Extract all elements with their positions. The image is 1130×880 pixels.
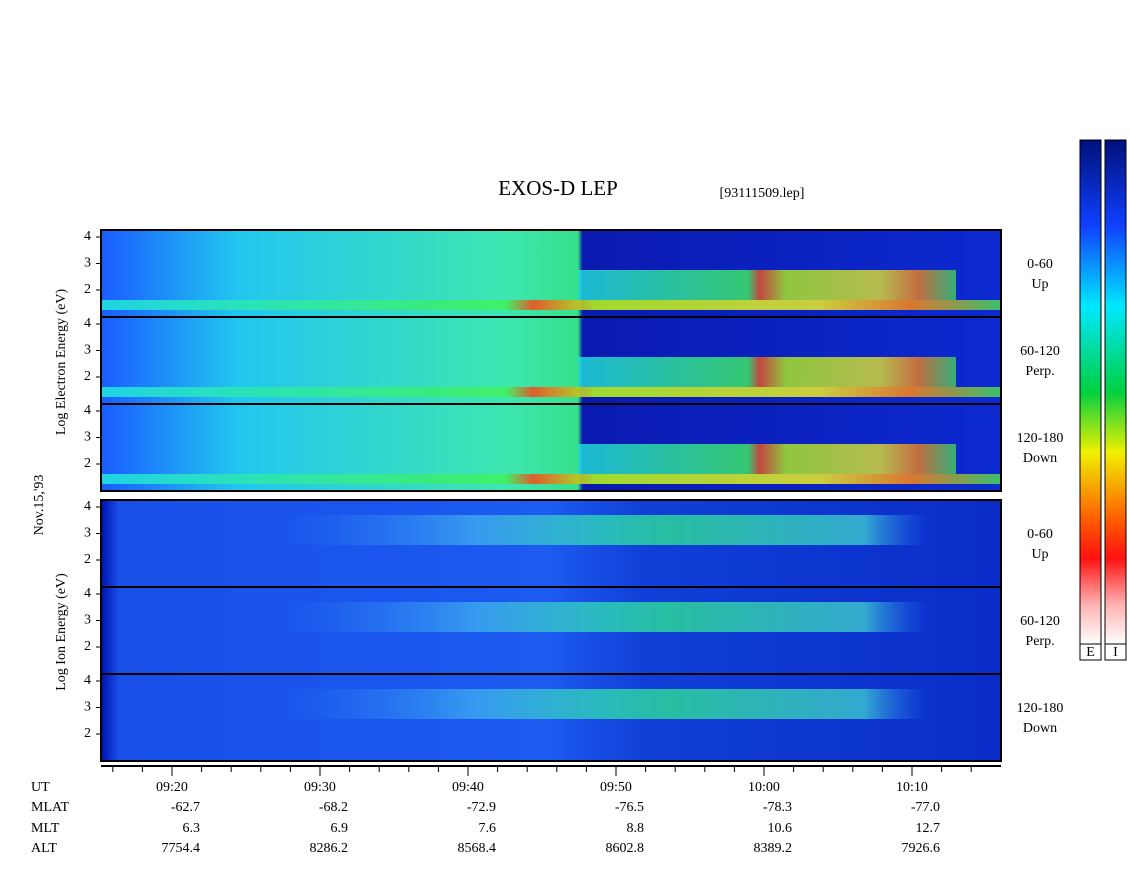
- orbit-value: 6.9: [331, 821, 349, 836]
- colorbar: [1079, 139, 1102, 645]
- y-tick-label: 3: [84, 430, 91, 445]
- y-tick-label: 4: [84, 316, 91, 331]
- y-tick-label: 3: [84, 256, 91, 271]
- orbit-value: 8602.8: [606, 841, 645, 856]
- direction-label: Down: [1023, 451, 1057, 466]
- spectrogram-band: [281, 515, 929, 545]
- pitch-label: 120-180: [1017, 431, 1064, 446]
- pitch-label: 60-120: [1020, 614, 1060, 629]
- colorbar: [1104, 139, 1127, 645]
- direction-label: Up: [1031, 547, 1048, 562]
- spectrogram-band: [281, 689, 929, 719]
- y-tick-label: 4: [84, 673, 91, 688]
- orbit-value: 7754.4: [162, 841, 201, 856]
- time-label: 09:40: [452, 780, 484, 795]
- y-tick-label: 4: [84, 229, 91, 244]
- orbit-value: 10.6: [768, 821, 793, 836]
- orbit-value: 6.3: [183, 821, 201, 836]
- orbit-value: -77.0: [911, 800, 940, 815]
- y-tick-label: 4: [84, 403, 91, 418]
- spectrogram-band: [101, 387, 1001, 397]
- spectrogram-band: [578, 270, 956, 300]
- pitch-label: 0-60: [1027, 257, 1053, 272]
- y-tick-label: 4: [84, 586, 91, 601]
- panel-frame: [100, 403, 1002, 492]
- orbit-value: -72.9: [467, 800, 496, 815]
- time-label: 09:50: [600, 780, 632, 795]
- y-tick-label: 2: [84, 552, 91, 567]
- orbit-value: -78.3: [763, 800, 792, 815]
- orbit-value: 8568.4: [458, 841, 497, 856]
- footer: UT MLAT MLT ALT 09:20 -62.7 6.3 7754.4 09:30 -68.…: [31, 765, 1001, 856]
- time-label: 09:30: [304, 780, 336, 795]
- pitch-label: 0-60: [1027, 527, 1053, 542]
- row-label: UT: [31, 780, 50, 795]
- orbit-value: -68.2: [319, 800, 348, 815]
- time-label: 09:20: [156, 780, 188, 795]
- spectrogram-band: [101, 474, 1001, 484]
- orbit-value: 12.7: [916, 821, 941, 836]
- panels: 4 3 2 0-60 Up 4 3 2 60-120 Perp. 4 3 2 120-180 Down 4 3 2…: [84, 229, 1064, 762]
- spectrogram-band: [578, 357, 956, 387]
- direction-label: Down: [1023, 721, 1057, 736]
- orbit-value: 8389.2: [754, 841, 793, 856]
- ion-axis-label: Log Ion Energy (eV): [54, 573, 69, 691]
- colorbar-box: [1079, 643, 1102, 661]
- orbit-value: 8286.2: [310, 841, 349, 856]
- y-tick-label: 2: [84, 369, 91, 384]
- pitch-label: 120-180: [1017, 701, 1064, 716]
- orbit-value: 8.8: [627, 821, 645, 836]
- panel-frame: [100, 673, 1002, 762]
- y-tick-label: 3: [84, 343, 91, 358]
- pitch-label: 60-120: [1020, 344, 1060, 359]
- row-label: MLAT: [31, 800, 70, 815]
- time-label: 10:00: [748, 780, 780, 795]
- y-tick-label: 3: [84, 526, 91, 541]
- spectrogram-band: [578, 444, 956, 474]
- y-tick-label: 3: [84, 613, 91, 628]
- orbit-value: 7926.6: [902, 841, 941, 856]
- row-label: MLT: [31, 821, 60, 836]
- y-tick-label: 3: [84, 700, 91, 715]
- spectrogram-band: [281, 602, 929, 632]
- time-label: 10:10: [896, 780, 928, 795]
- row-label: ALT: [31, 841, 57, 856]
- y-tick-label: 2: [84, 639, 91, 654]
- y-tick-label: 4: [84, 499, 91, 514]
- direction-label: Perp.: [1025, 364, 1054, 379]
- y-tick-label: 2: [84, 726, 91, 741]
- date-label: Nov.15,'93: [32, 475, 47, 536]
- colorbar-box: [1104, 643, 1127, 661]
- y-tick-label: 2: [84, 456, 91, 471]
- colorbar-label: I: [1113, 645, 1118, 660]
- file-name: [93111509.lep]: [720, 186, 805, 201]
- title: EXOS-D LEP: [498, 176, 618, 200]
- colorbar-label: E: [1086, 645, 1095, 660]
- orbit-value: -62.7: [171, 800, 200, 815]
- orbit-value: -76.5: [615, 800, 644, 815]
- direction-label: Perp.: [1025, 634, 1054, 649]
- direction-label: Up: [1031, 277, 1048, 292]
- orbit-value: 7.6: [479, 821, 497, 836]
- electron-axis-label: Log Electron Energy (eV): [54, 289, 69, 436]
- y-tick-label: 2: [84, 282, 91, 297]
- spectrogram-band: [101, 300, 1001, 310]
